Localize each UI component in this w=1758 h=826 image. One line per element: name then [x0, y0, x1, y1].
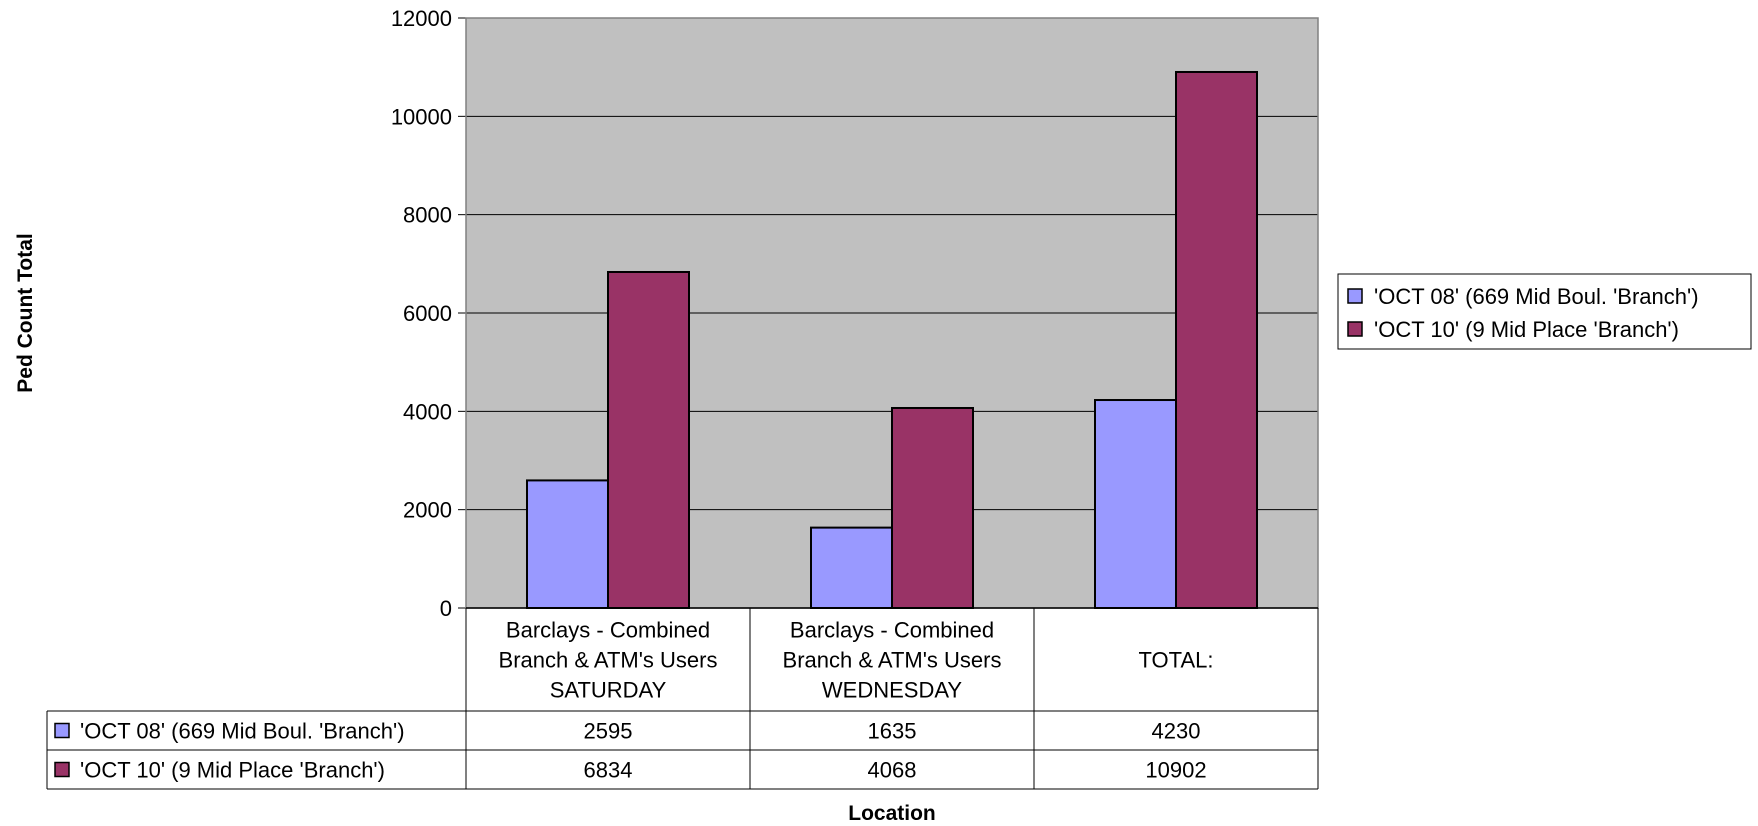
- category-label: Branch & ATM's Users: [499, 648, 718, 673]
- y-tick-label: 6000: [403, 301, 452, 326]
- table-legend-key: [54, 761, 70, 778]
- bar-oct10-1: [891, 406, 974, 609]
- y-tick-label: 4000: [403, 399, 452, 424]
- category-label: Branch & ATM's Users: [783, 648, 1002, 673]
- y-tick-label: 0: [440, 596, 452, 621]
- table-legend-key: [54, 722, 70, 739]
- category-label: TOTAL:: [1139, 648, 1214, 673]
- bar-oct10-2: [1175, 70, 1258, 610]
- bar-oct08-1: [810, 526, 893, 609]
- data-label: 4068: [868, 758, 917, 783]
- category-label: WEDNESDAY: [822, 678, 962, 703]
- table-series-name: 'OCT 08' (669 Mid Boul. 'Branch'): [80, 719, 405, 744]
- legend-key: [1347, 288, 1363, 304]
- category-label: Barclays - Combined: [790, 618, 994, 643]
- data-label: 10902: [1145, 758, 1206, 783]
- legend-key: [1347, 321, 1363, 337]
- data-label: 4230: [1152, 719, 1201, 744]
- y-tick-label: 8000: [403, 203, 452, 228]
- bar-oct10-0: [607, 270, 690, 609]
- data-label: 6834: [584, 758, 633, 783]
- legend-box: [1337, 273, 1752, 350]
- data-label: 2595: [584, 719, 633, 744]
- bar-oct08-2: [1094, 399, 1177, 609]
- legend-label: 'OCT 10' (9 Mid Place 'Branch'): [1374, 317, 1679, 342]
- category-label: SATURDAY: [550, 678, 667, 703]
- y-tick-label: 12000: [391, 6, 452, 31]
- y-tick-label: 2000: [403, 498, 452, 523]
- x-axis-title: Location: [848, 802, 936, 825]
- y-tick-label: 10000: [391, 104, 452, 129]
- data-label: 1635: [868, 719, 917, 744]
- legend-label: 'OCT 08' (669 Mid Boul. 'Branch'): [1374, 284, 1699, 309]
- y-axis-title: Ped Count Total: [14, 233, 37, 392]
- bar-oct08-0: [526, 479, 609, 610]
- table-series-name: 'OCT 10' (9 Mid Place 'Branch'): [80, 758, 385, 783]
- category-label: Barclays - Combined: [506, 618, 710, 643]
